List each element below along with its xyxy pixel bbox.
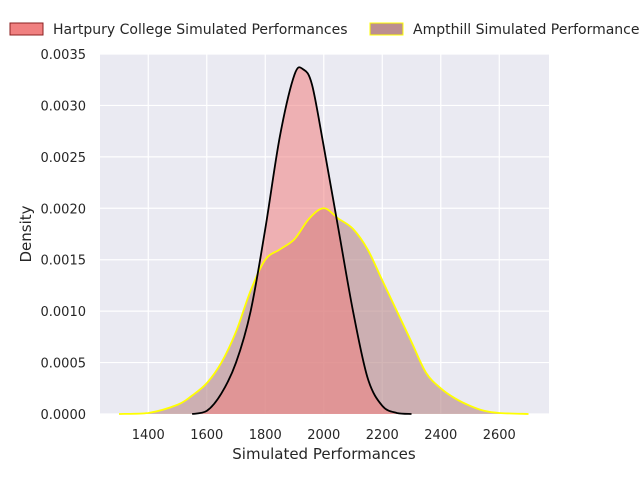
- x-tick-label: 1400: [132, 428, 165, 443]
- legend-swatch-hartpury: [9, 22, 44, 36]
- x-axis-title: Simulated Performances: [232, 445, 416, 463]
- y-tick-label: 0.0025: [41, 151, 87, 166]
- y-axis-title: Density: [17, 205, 35, 262]
- x-axis-ticks: 1400 1600 1800 2000 2200 2400 2600: [132, 428, 516, 443]
- y-tick-label: 0.0000: [41, 408, 87, 423]
- y-tick-label: 0.0020: [41, 202, 87, 217]
- y-tick-label: 0.0010: [41, 305, 87, 320]
- legend-label-hartpury: Hartpury College Simulated Performances: [53, 22, 348, 38]
- legend-swatch-ampthill: [369, 22, 404, 36]
- x-tick-label: 2600: [483, 428, 516, 443]
- x-tick-label: 1600: [190, 428, 223, 443]
- y-tick-label: 0.0030: [41, 99, 87, 114]
- density-line-hartpury: [191, 66, 412, 415]
- density-line-ampthill: [118, 207, 529, 415]
- x-tick-label: 1800: [249, 428, 282, 443]
- y-tick-label: 0.0035: [41, 48, 87, 63]
- x-tick-label: 2400: [424, 428, 457, 443]
- x-tick-label: 2200: [366, 428, 399, 443]
- x-tick-label: 2000: [307, 428, 340, 443]
- y-axis-ticks: 0.0000 0.0005 0.0010 0.0015 0.0020 0.0025 0.00…: [41, 48, 87, 423]
- y-tick-label: 0.0005: [41, 357, 87, 372]
- y-tick-label: 0.0015: [41, 254, 87, 269]
- legend-label-ampthill: Ampthill Simulated Performances: [413, 22, 640, 38]
- legend: Hartpury College Simulated Performances …: [9, 22, 640, 38]
- series-layer: [118, 66, 529, 415]
